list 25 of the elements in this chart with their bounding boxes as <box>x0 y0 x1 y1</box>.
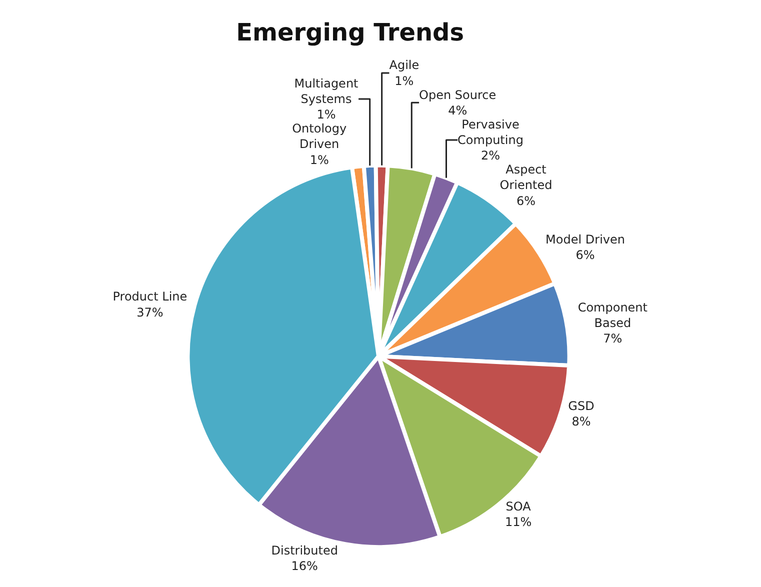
data-label: 8% <box>572 414 591 429</box>
slice-label: Agile <box>389 58 420 72</box>
slice-label: Model Driven <box>546 232 626 246</box>
data-label: 37% <box>136 305 164 320</box>
slice-label: GSD <box>568 399 594 414</box>
data-label: 7% <box>603 332 622 346</box>
slice-label: Multiagent Systems <box>294 76 359 106</box>
data-label: 2% <box>480 148 500 163</box>
slice-label: Product Line <box>112 290 188 304</box>
slice-label: SOA <box>506 500 532 514</box>
slice-label: Aspect Oriented <box>500 162 552 192</box>
data-label: 6% <box>516 194 536 208</box>
data-label: 11% <box>504 515 532 530</box>
data-label: 6% <box>576 248 595 262</box>
data-label: 4% <box>448 103 468 118</box>
data-label: 1% <box>310 152 329 167</box>
slice-label: Ontology Driven <box>292 122 347 152</box>
slice-label: Component Based <box>578 300 648 330</box>
slice-label: Pervasive Computing <box>458 117 524 147</box>
data-label: 1% <box>394 74 414 88</box>
slice-label: Open Source <box>419 88 496 102</box>
data-label: 1% <box>316 108 336 122</box>
data-label: 16% <box>291 559 318 574</box>
chart-title: Emerging Trends <box>236 18 464 46</box>
slice-label: Distributed <box>271 544 338 558</box>
